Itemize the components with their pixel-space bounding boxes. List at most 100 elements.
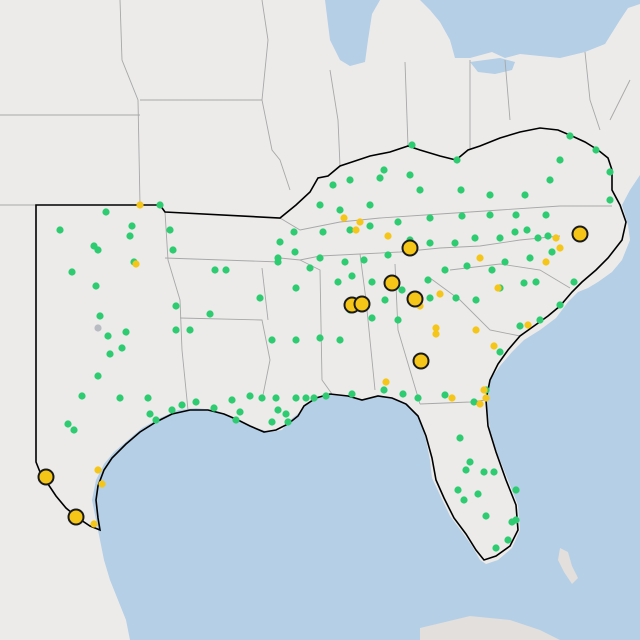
site-marker-yellow[interactable] <box>490 342 498 350</box>
site-marker-green[interactable] <box>68 268 76 276</box>
site-marker-green[interactable] <box>282 410 290 418</box>
site-marker-green[interactable] <box>546 176 554 184</box>
site-marker-green[interactable] <box>92 282 100 290</box>
site-marker-yellow[interactable] <box>552 234 560 242</box>
site-marker-green[interactable] <box>526 254 534 262</box>
site-marker-green[interactable] <box>172 326 180 334</box>
site-marker-yellow[interactable] <box>476 254 484 262</box>
site-marker-green[interactable] <box>310 394 318 402</box>
site-marker-green[interactable] <box>426 239 434 247</box>
site-marker-green[interactable] <box>64 420 72 428</box>
site-marker-green[interactable] <box>521 191 529 199</box>
major-site-marker[interactable] <box>406 290 424 308</box>
site-marker-green[interactable] <box>570 278 578 286</box>
site-marker-green[interactable] <box>228 396 236 404</box>
site-marker-green[interactable] <box>368 314 376 322</box>
site-marker-green[interactable] <box>406 171 414 179</box>
site-marker-green[interactable] <box>186 326 194 334</box>
site-marker-green[interactable] <box>380 386 388 394</box>
site-marker-green[interactable] <box>144 394 152 402</box>
site-marker-green[interactable] <box>458 212 466 220</box>
site-marker-green[interactable] <box>274 258 282 266</box>
site-marker-yellow[interactable] <box>480 386 488 394</box>
site-marker-green[interactable] <box>380 166 388 174</box>
site-marker-green[interactable] <box>316 254 324 262</box>
site-marker-green[interactable] <box>452 294 460 302</box>
site-marker-green[interactable] <box>566 132 574 140</box>
site-marker-green[interactable] <box>480 468 488 476</box>
site-marker-green[interactable] <box>316 334 324 342</box>
site-marker-green[interactable] <box>56 226 64 234</box>
site-marker-yellow[interactable] <box>436 290 444 298</box>
site-marker-green[interactable] <box>454 486 462 494</box>
site-marker-green[interactable] <box>376 174 384 182</box>
site-marker-green[interactable] <box>536 316 544 324</box>
site-marker-yellow[interactable] <box>356 218 364 226</box>
site-marker-green[interactable] <box>384 251 392 259</box>
site-marker-green[interactable] <box>471 234 479 242</box>
site-marker-green[interactable] <box>94 372 102 380</box>
site-marker-green[interactable] <box>441 391 449 399</box>
site-marker-green[interactable] <box>394 218 402 226</box>
site-marker-green[interactable] <box>457 186 465 194</box>
site-marker-green[interactable] <box>268 418 276 426</box>
site-marker-green[interactable] <box>542 211 550 219</box>
site-marker-green[interactable] <box>346 176 354 184</box>
site-marker-green[interactable] <box>453 156 461 164</box>
site-marker-green[interactable] <box>192 398 200 406</box>
site-marker-green[interactable] <box>424 276 432 284</box>
site-marker-green[interactable] <box>78 392 86 400</box>
site-marker-green[interactable] <box>169 246 177 254</box>
site-marker-green[interactable] <box>346 226 354 234</box>
site-marker-green[interactable] <box>106 350 114 358</box>
site-marker-yellow[interactable] <box>132 260 140 268</box>
site-marker-yellow[interactable] <box>90 520 98 528</box>
site-marker-green[interactable] <box>486 191 494 199</box>
site-marker-green[interactable] <box>172 302 180 310</box>
site-marker-green[interactable] <box>360 256 368 264</box>
site-marker-green[interactable] <box>408 141 416 149</box>
site-marker-green[interactable] <box>341 258 349 266</box>
major-site-marker[interactable] <box>353 295 371 313</box>
site-marker-green[interactable] <box>496 234 504 242</box>
site-marker-green[interactable] <box>492 544 500 552</box>
site-marker-yellow[interactable] <box>382 378 390 386</box>
site-marker-green[interactable] <box>292 336 300 344</box>
site-marker-yellow[interactable] <box>384 232 392 240</box>
site-marker-green[interactable] <box>592 146 600 154</box>
site-marker-green[interactable] <box>532 278 540 286</box>
major-site-marker[interactable] <box>383 274 401 292</box>
site-marker-green[interactable] <box>322 392 330 400</box>
site-marker-green[interactable] <box>368 278 376 286</box>
site-marker-green[interactable] <box>516 322 524 330</box>
site-marker-yellow[interactable] <box>432 330 440 338</box>
site-marker-green[interactable] <box>534 234 542 242</box>
site-marker-green[interactable] <box>366 222 374 230</box>
site-marker-green[interactable] <box>472 296 480 304</box>
site-marker-yellow[interactable] <box>472 326 480 334</box>
site-marker-green[interactable] <box>488 266 496 274</box>
site-marker-green[interactable] <box>426 294 434 302</box>
site-marker-yellow[interactable] <box>94 466 102 474</box>
site-marker-green[interactable] <box>116 394 124 402</box>
site-marker-green[interactable] <box>606 196 614 204</box>
site-marker-green[interactable] <box>348 390 356 398</box>
site-marker-green[interactable] <box>462 466 470 474</box>
site-marker-green[interactable] <box>232 416 240 424</box>
site-marker-yellow[interactable] <box>98 480 106 488</box>
site-marker-green[interactable] <box>206 310 214 318</box>
major-site-marker[interactable] <box>37 468 55 486</box>
site-marker-green[interactable] <box>94 246 102 254</box>
site-marker-green[interactable] <box>156 201 164 209</box>
site-marker-yellow[interactable] <box>352 226 360 234</box>
site-marker-yellow[interactable] <box>340 214 348 222</box>
site-marker-green[interactable] <box>276 238 284 246</box>
site-marker-green[interactable] <box>272 394 280 402</box>
site-marker-green[interactable] <box>399 390 407 398</box>
site-marker-green[interactable] <box>523 226 531 234</box>
site-marker-green[interactable] <box>544 232 552 240</box>
site-marker-yellow[interactable] <box>542 258 550 266</box>
site-marker-green[interactable] <box>512 486 520 494</box>
site-marker-green[interactable] <box>496 348 504 356</box>
